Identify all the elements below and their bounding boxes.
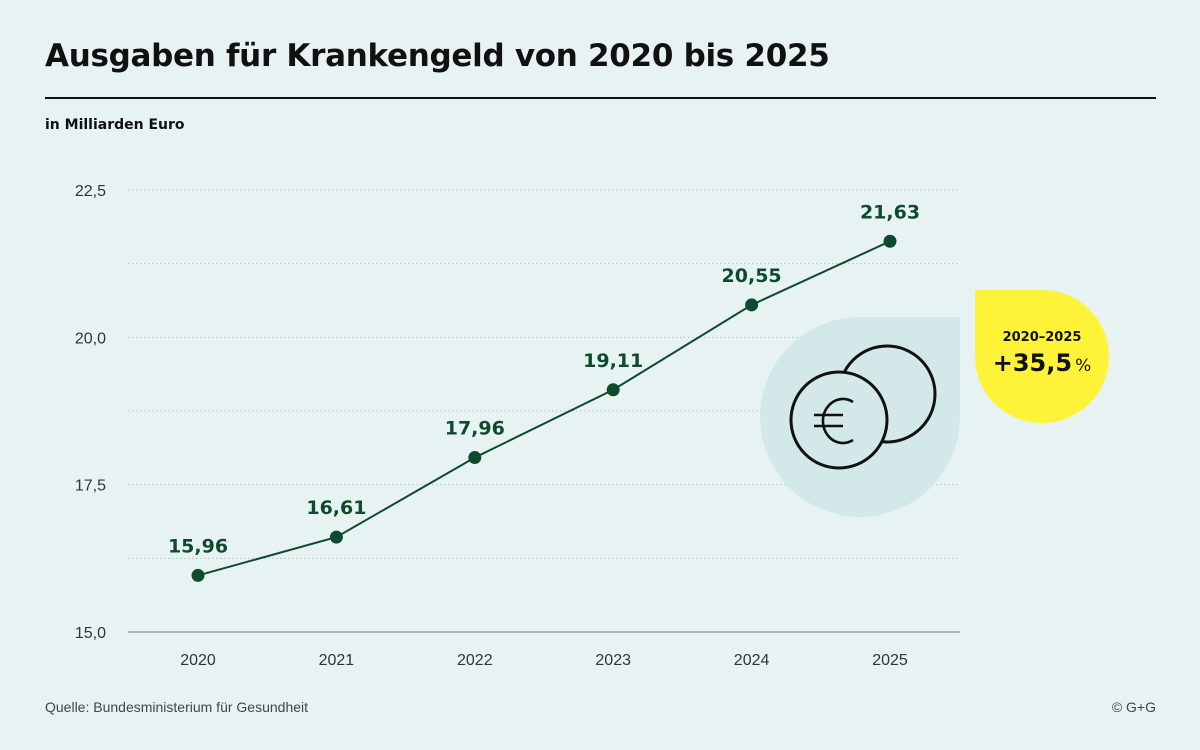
data-label: 16,61 (306, 497, 366, 519)
source-note: Quelle: Bundesministerium für Gesundheit (45, 699, 309, 715)
badge-percent: +35,5% (975, 349, 1109, 377)
x-tick-label: 2020 (180, 652, 216, 669)
data-label: 21,63 (860, 201, 920, 223)
badge-value: +35,5 (992, 349, 1073, 377)
data-labels: 15,96 16,61 17,96 19,11 20,55 21,63 (168, 201, 920, 557)
unit-label: in Milliarden Euro (45, 117, 185, 133)
data-point (329, 530, 343, 544)
data-point (191, 568, 205, 582)
x-tick-label: 2022 (457, 652, 493, 669)
euro-coins-icon (789, 344, 937, 470)
x-tick-label: 2021 (319, 652, 355, 669)
data-series (191, 234, 897, 582)
data-label: 19,11 (583, 350, 643, 372)
x-tick-label: 2025 (872, 652, 908, 669)
copyright: © G+G (1111, 699, 1156, 715)
data-label: 20,55 (722, 265, 782, 287)
y-tick-label: 15,0 (75, 625, 106, 642)
badge-unit: % (1075, 356, 1092, 376)
growth-badge: 2020–2025 +35,5% (975, 290, 1109, 423)
chart-title: Ausgaben für Krankengeld von 2020 bis 20… (45, 38, 830, 74)
data-label: 15,96 (168, 535, 228, 557)
badge-range: 2020–2025 (1002, 330, 1082, 345)
y-tick-label: 17,5 (75, 478, 106, 495)
x-tick-label: 2024 (734, 652, 770, 669)
y-axis-ticks: 15,0 17,5 20,0 22,5 (75, 183, 106, 642)
series-line (197, 240, 891, 577)
title-divider (45, 97, 1156, 99)
data-label: 17,96 (445, 418, 505, 440)
x-axis-ticks: 2020 2021 2022 2023 2024 2025 (180, 652, 908, 669)
data-point (468, 451, 482, 465)
data-point (745, 298, 759, 312)
x-tick-label: 2023 (595, 652, 631, 669)
y-tick-label: 20,0 (75, 330, 106, 347)
y-tick-label: 22,5 (75, 183, 106, 200)
data-point (606, 383, 620, 397)
data-point (883, 234, 897, 248)
